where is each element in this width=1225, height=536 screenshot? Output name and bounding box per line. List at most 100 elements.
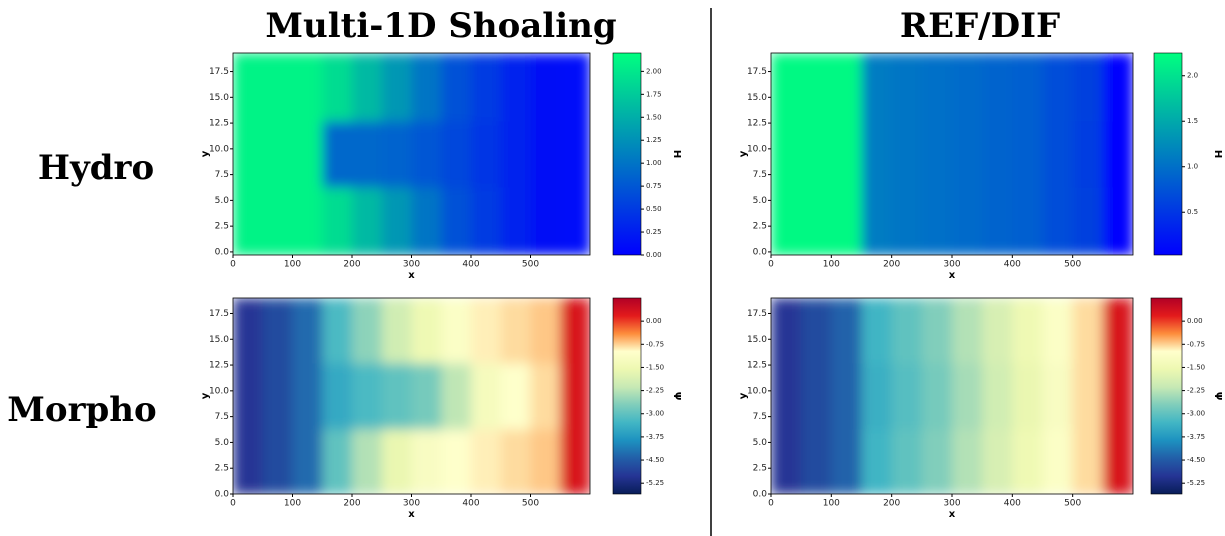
colorbar-tick-label: 2.00 <box>646 67 662 75</box>
colorbar-tick-label: 0.75 <box>646 182 662 190</box>
heatmap-cell <box>801 121 832 188</box>
heatmap-cell <box>861 186 893 255</box>
heatmap-cell <box>262 298 293 364</box>
colorbar-tick-label: 0.5 <box>1187 208 1198 216</box>
x-tick-label: 100 <box>284 499 301 509</box>
x-tick-label: 300 <box>943 499 960 509</box>
heatmap-cell <box>771 121 802 188</box>
heatmap-cell <box>352 186 383 255</box>
heatmap-cell <box>891 298 923 364</box>
y-tick-label: 0.0 <box>753 247 768 257</box>
heatmap-cell <box>982 298 1013 364</box>
heatmap-cell <box>441 186 472 255</box>
x-tick-label: 0 <box>768 260 774 270</box>
colorbar-tick-label: -4.50 <box>646 456 664 464</box>
heatmap <box>771 298 1133 494</box>
heatmap-cell <box>560 298 590 364</box>
heatmap-cell <box>1042 53 1074 122</box>
heatmap-cell <box>500 121 531 188</box>
colorbar-label: Ψ <box>1212 392 1223 401</box>
x-tick-label: 100 <box>823 260 840 270</box>
heatmap-cell <box>921 121 953 188</box>
colorbar-tick-label: 2.0 <box>1187 72 1198 80</box>
heatmap-cell <box>891 121 923 188</box>
colorbar-label: H <box>1212 150 1223 158</box>
colorbar <box>1150 297 1183 495</box>
heatmap <box>233 53 590 255</box>
y-tick-label: 7.5 <box>753 412 767 422</box>
heatmap-cell <box>982 429 1013 494</box>
heatmap-cell <box>560 121 590 188</box>
heatmap-cell <box>471 121 502 188</box>
heatmap-cell <box>952 186 983 255</box>
y-tick-label: 15.0 <box>209 93 229 103</box>
heatmap-cell <box>292 121 323 188</box>
heatmap-cell <box>921 53 953 122</box>
x-tick-label: 300 <box>943 260 960 270</box>
heatmap-cell <box>352 298 383 364</box>
heatmap-cell <box>1042 186 1074 255</box>
heatmap-cell <box>262 121 293 188</box>
y-axis-label: y <box>200 392 211 399</box>
heatmap-cell <box>1102 298 1133 364</box>
heatmap-cell <box>1072 186 1104 255</box>
x-tick-label: 0 <box>768 499 774 509</box>
column-title: REF/DIF <box>900 6 1060 46</box>
y-tick-label: 10.0 <box>209 144 229 154</box>
heatmap-cell <box>771 186 802 255</box>
x-tick-label: 200 <box>343 499 360 509</box>
heatmap-cell <box>560 429 590 494</box>
heatmap-cell <box>262 429 293 494</box>
heatmap-cell <box>500 429 531 494</box>
y-tick-label: 17.5 <box>747 309 767 319</box>
y-tick-label: 0.0 <box>215 490 230 500</box>
heatmap-cell <box>381 298 412 364</box>
colorbar-tick-label: 1.0 <box>1187 163 1198 171</box>
heatmap-cell <box>1012 186 1043 255</box>
x-tick-label: 0 <box>230 260 236 270</box>
heatmap-cell <box>831 429 862 494</box>
heatmap-cell <box>1042 298 1074 364</box>
heatmap-cell <box>921 429 953 494</box>
heatmap-cell <box>1042 429 1074 494</box>
x-tick-label: 500 <box>1064 499 1081 509</box>
heatmap-cell <box>471 298 502 364</box>
y-tick-label: 2.5 <box>215 464 229 474</box>
heatmap-cell <box>500 362 531 430</box>
colorbar-tick-label: -3.75 <box>646 433 664 441</box>
heatmap-cell <box>292 186 323 255</box>
plot-area <box>771 298 1133 494</box>
heatmap-cell <box>441 53 472 122</box>
x-tick-label: 500 <box>522 260 539 270</box>
heatmap-cell <box>560 186 590 255</box>
heatmap-cell <box>352 429 383 494</box>
heatmap-cell <box>1072 298 1104 364</box>
heatmap-cell <box>322 121 353 188</box>
colorbar-tick-label: -2.25 <box>1187 387 1205 395</box>
heatmap-cell <box>831 53 862 122</box>
x-axis-label: x <box>408 509 415 520</box>
x-tick-label: 200 <box>883 499 900 509</box>
heatmap-cell <box>831 186 862 255</box>
heatmap-cell <box>1102 53 1133 122</box>
heatmap-cell <box>982 53 1013 122</box>
y-tick-label: 7.5 <box>215 412 229 422</box>
heatmap-cell <box>861 53 893 122</box>
y-tick-label: 0.0 <box>215 247 230 257</box>
heatmap-cell <box>801 429 832 494</box>
heatmap-cell <box>982 121 1013 188</box>
heatmap-cell <box>891 429 923 494</box>
colorbar <box>612 297 642 495</box>
heatmap-cell <box>233 298 264 364</box>
colorbar-tick-label: -1.50 <box>1187 363 1205 371</box>
heatmap-cell <box>952 121 983 188</box>
heatmap-cell <box>1042 121 1074 188</box>
y-tick-label: 0.0 <box>753 490 768 500</box>
heatmap-cell <box>530 298 561 364</box>
x-tick-label: 300 <box>403 499 420 509</box>
colorbar-label: H <box>671 150 682 158</box>
heatmap-cell <box>831 362 862 430</box>
heatmap-cell <box>381 121 412 188</box>
heatmap-cell <box>292 362 323 430</box>
heatmap-cell <box>381 362 412 430</box>
